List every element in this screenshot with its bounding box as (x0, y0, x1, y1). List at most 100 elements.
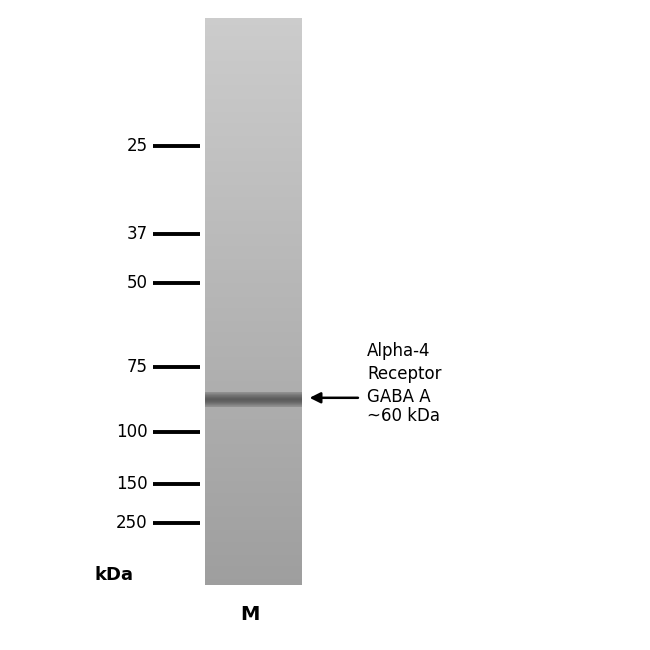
Bar (205, 81, 302, 84)
Bar (205, 406, 302, 407)
Bar (205, 361, 302, 365)
Bar (205, 508, 302, 512)
Bar (205, 523, 302, 526)
Bar (205, 521, 302, 525)
Bar (205, 372, 302, 376)
Bar (205, 182, 302, 185)
Bar (205, 580, 302, 583)
Bar (205, 144, 302, 148)
Bar (205, 389, 302, 393)
Bar (205, 502, 302, 506)
Bar (205, 337, 302, 340)
Text: 100: 100 (116, 423, 148, 441)
Bar (205, 559, 302, 562)
Bar (205, 478, 302, 481)
Bar (205, 309, 302, 312)
Bar (205, 429, 302, 432)
Bar (205, 328, 302, 330)
Bar (205, 380, 302, 384)
Bar (205, 439, 302, 442)
Bar (205, 250, 302, 254)
Bar (205, 394, 302, 395)
Bar (205, 114, 302, 118)
Bar (205, 563, 302, 566)
Bar (205, 213, 302, 216)
Bar (205, 242, 302, 246)
Bar (205, 244, 302, 248)
Bar (205, 207, 302, 210)
Bar (205, 29, 302, 32)
Bar (205, 257, 302, 261)
Bar (205, 316, 302, 319)
Bar (205, 420, 302, 423)
Bar (205, 512, 302, 515)
Bar (205, 148, 302, 151)
Bar (205, 322, 302, 325)
Bar (205, 205, 302, 208)
Text: Receptor: Receptor (367, 365, 442, 383)
Bar (205, 358, 302, 361)
Bar (205, 394, 302, 395)
Bar (205, 116, 302, 120)
Bar (205, 391, 302, 395)
Bar (205, 404, 302, 405)
Bar (205, 107, 302, 110)
Bar (205, 400, 302, 401)
Bar (205, 399, 302, 400)
Bar (205, 161, 302, 164)
Bar (205, 573, 302, 576)
Bar (205, 96, 302, 99)
Bar (205, 305, 302, 308)
Bar (205, 554, 302, 556)
Bar (205, 237, 302, 240)
Bar (205, 222, 302, 225)
Bar (205, 146, 302, 150)
Bar (205, 291, 302, 294)
Bar (205, 284, 302, 287)
Bar (205, 346, 302, 350)
Text: 250: 250 (116, 514, 148, 532)
Bar (205, 397, 302, 398)
Bar (205, 348, 302, 351)
Bar (205, 486, 302, 489)
Bar (205, 416, 302, 419)
Bar (205, 120, 302, 123)
Bar (205, 267, 302, 270)
Bar (205, 124, 302, 127)
Bar (205, 531, 302, 534)
Bar (205, 220, 302, 223)
Bar (205, 403, 302, 404)
Bar (205, 86, 302, 89)
Bar (205, 474, 302, 478)
Bar (205, 77, 302, 80)
Bar (205, 254, 302, 257)
Text: kDa: kDa (94, 566, 133, 584)
Bar (205, 363, 302, 367)
Bar (205, 367, 302, 370)
Bar (205, 450, 302, 453)
Bar (205, 456, 302, 459)
Bar (205, 537, 302, 540)
Bar (205, 154, 302, 157)
Bar (205, 199, 302, 202)
Bar (205, 493, 302, 497)
Bar (205, 402, 302, 403)
Bar (205, 462, 302, 464)
Bar (205, 41, 302, 44)
Bar (205, 152, 302, 155)
Bar (205, 22, 302, 25)
Bar (205, 52, 302, 55)
Bar (205, 387, 302, 391)
Bar (205, 491, 302, 495)
Bar (205, 548, 302, 551)
Bar (205, 350, 302, 353)
Bar (205, 519, 302, 523)
Bar (205, 45, 302, 48)
Bar (205, 569, 302, 572)
Text: 150: 150 (116, 475, 148, 493)
Bar (205, 303, 302, 306)
Bar (205, 278, 302, 281)
Bar (205, 467, 302, 470)
Bar (205, 163, 302, 166)
Bar (205, 103, 302, 106)
